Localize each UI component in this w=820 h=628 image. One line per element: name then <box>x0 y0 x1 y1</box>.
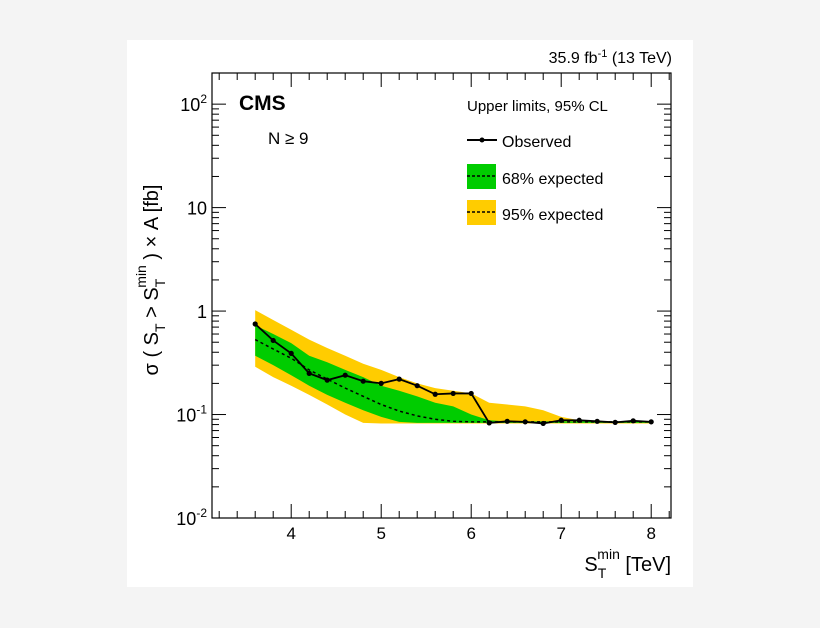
observed-point <box>324 377 330 383</box>
band-68-expected <box>255 325 652 423</box>
observed-point <box>576 417 582 423</box>
observed-point <box>252 321 258 327</box>
observed-point <box>558 417 564 423</box>
observed-point <box>486 420 492 426</box>
observed-point <box>630 418 636 424</box>
experiment-label: CMS <box>239 92 286 115</box>
selection-label: N ≥ 9 <box>268 129 309 148</box>
observed-point <box>522 419 528 425</box>
x-tick-label: 4 <box>286 524 295 543</box>
legend-95-label: 95% expected <box>502 207 603 224</box>
observed-point <box>360 378 366 384</box>
observed-point <box>594 418 600 424</box>
legend-68-swatch <box>467 164 496 189</box>
figure-panel <box>127 40 693 587</box>
observed-point <box>342 372 348 378</box>
legend-68-label: 68% expected <box>502 171 603 188</box>
observed-point <box>378 380 384 386</box>
legend-title: Upper limits, 95% CL <box>467 98 608 115</box>
observed-point <box>432 391 438 397</box>
x-tick-label: 7 <box>556 524 565 543</box>
observed-point <box>612 419 618 425</box>
x-tick-label: 5 <box>376 524 385 543</box>
observed-point <box>270 337 276 344</box>
observed-point <box>540 420 546 427</box>
y-axis-label-part: T <box>152 323 168 332</box>
observed-point <box>504 418 510 424</box>
x-tick-label: 6 <box>466 524 475 543</box>
y-tick-label: 102 <box>180 92 207 115</box>
y-axis-label-part: T <box>152 278 168 287</box>
observed-point <box>396 376 402 382</box>
y-axis-label-part: min <box>133 265 149 288</box>
y-tick-label: 10-1 <box>176 403 207 426</box>
x-axis-label: STmin [TeV] <box>584 546 671 581</box>
x-tick-label: 8 <box>646 524 655 543</box>
legend-observed-label: Observed <box>502 134 571 151</box>
observed-point <box>306 370 312 376</box>
observed-point <box>468 390 474 397</box>
plot-frame <box>211 72 672 519</box>
y-axis-label-part: > S <box>141 287 163 323</box>
observed-point <box>288 350 294 356</box>
y-tick-label: 10 <box>187 199 207 219</box>
y-axis-label-part: ) × A [fb] <box>141 185 163 266</box>
observed-point <box>450 390 456 397</box>
y-axis-label-part: σ ( S <box>141 332 163 375</box>
lumi-label: 35.9 fb-1 (13 TeV) <box>549 48 672 67</box>
observed-point <box>648 419 654 425</box>
legend-95-swatch <box>467 200 496 225</box>
y-tick-label: 10-2 <box>176 506 207 529</box>
observed-point <box>414 383 420 389</box>
y-axis-label: σ ( ST > STmin ) × A [fb] <box>133 185 168 376</box>
y-tick-label: 1 <box>197 302 207 322</box>
legend-observed-marker <box>479 137 485 143</box>
expected-median-line <box>254 338 652 423</box>
